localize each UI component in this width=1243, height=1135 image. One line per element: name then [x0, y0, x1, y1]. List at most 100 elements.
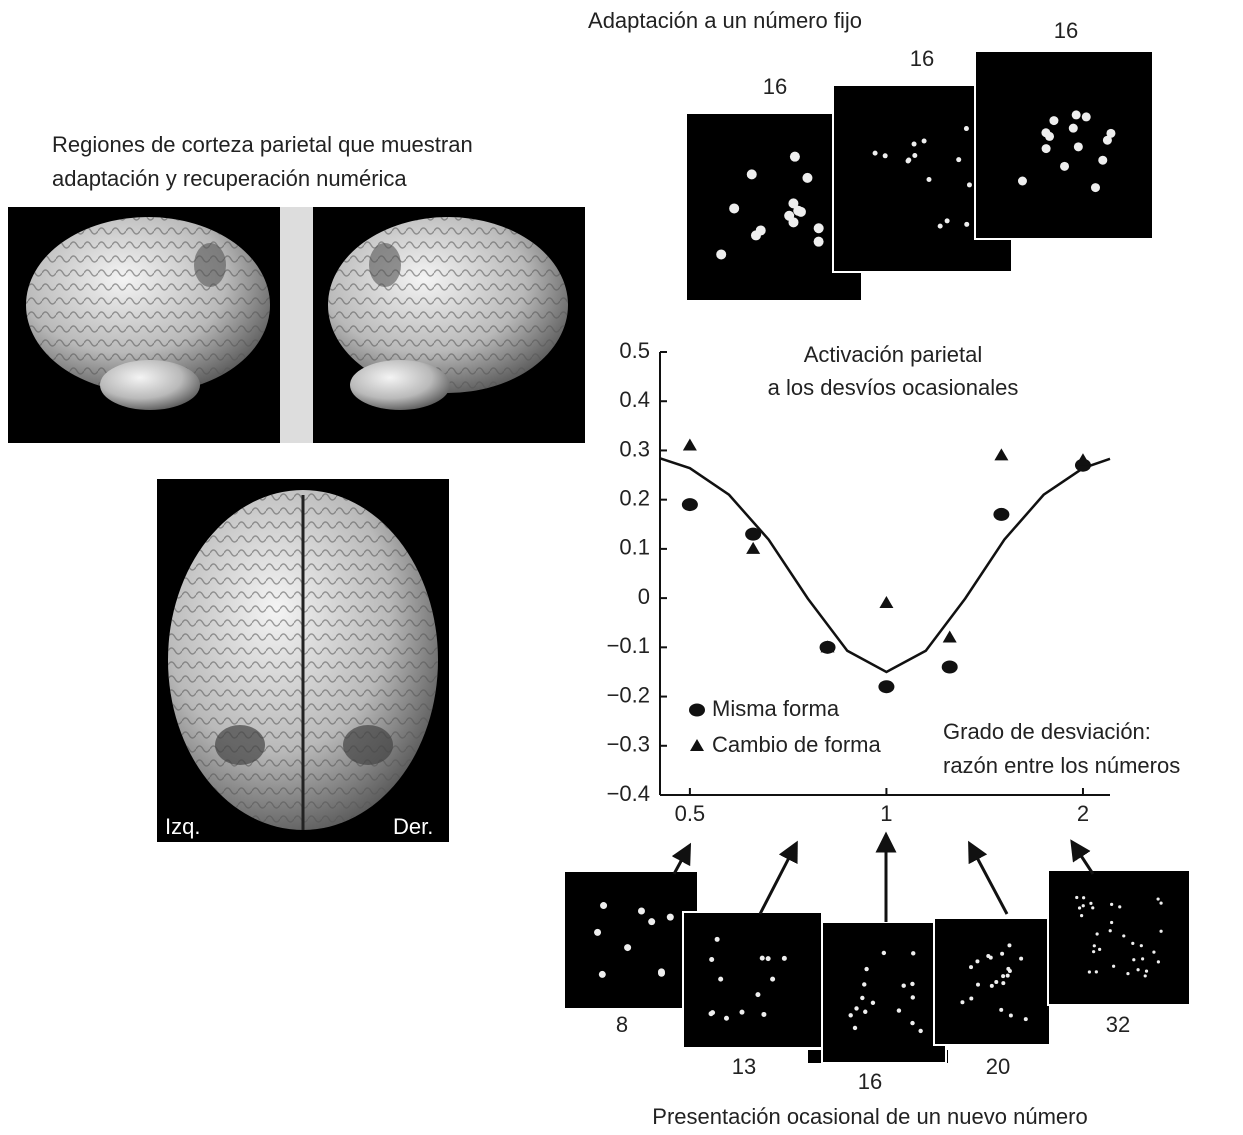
dot — [1019, 956, 1024, 961]
stimulus-box — [1047, 869, 1191, 1006]
brain-title: Regiones de corteza parietal que muestra… — [52, 132, 473, 157]
triangle-point — [746, 541, 761, 554]
dot — [1000, 951, 1005, 956]
dot — [1110, 902, 1114, 906]
dot — [864, 966, 869, 972]
dot — [789, 151, 800, 162]
stimulus-number: 16 — [1054, 18, 1078, 43]
dot — [881, 950, 887, 956]
dot — [1141, 957, 1145, 961]
dot — [966, 182, 972, 188]
dot — [723, 1015, 729, 1021]
dot — [1159, 901, 1163, 905]
dot — [994, 980, 999, 985]
dot — [1159, 929, 1163, 933]
dot — [813, 236, 824, 247]
dot — [1041, 128, 1051, 138]
dot — [788, 198, 799, 209]
dot — [975, 982, 980, 987]
dot — [1081, 904, 1085, 908]
stimulus-box — [974, 50, 1154, 240]
stimulus-number: 16 — [910, 46, 934, 71]
dot — [1091, 906, 1095, 910]
dot — [1118, 905, 1122, 909]
dot — [1126, 972, 1130, 976]
dot — [1094, 970, 1098, 974]
dot — [926, 176, 932, 182]
dot — [1080, 914, 1084, 918]
adaptation-stimuli — [685, 50, 1154, 302]
y-tick-label: −0.3 — [607, 732, 650, 757]
dot — [755, 992, 761, 998]
dot — [910, 995, 915, 1000]
dot — [1092, 944, 1096, 948]
triangle-point — [879, 596, 894, 609]
dot — [759, 955, 765, 961]
legend-label: Misma forma — [712, 696, 840, 721]
circle-point — [745, 527, 762, 541]
dot — [1089, 901, 1093, 905]
dot — [1090, 183, 1100, 193]
brain-top — [168, 490, 438, 830]
dot — [1144, 969, 1149, 973]
triangle-point — [682, 438, 697, 451]
dot — [1041, 144, 1051, 154]
dot — [854, 1006, 859, 1011]
stimulus-box — [821, 921, 947, 1064]
y-tick-label: −0.1 — [607, 633, 650, 658]
stimulus-number: 16 — [763, 74, 787, 99]
dot — [637, 907, 645, 915]
dot — [1131, 941, 1135, 945]
dot — [594, 928, 602, 936]
dot — [910, 1020, 915, 1026]
dot — [901, 983, 906, 988]
dot — [716, 249, 727, 260]
dot — [1023, 1017, 1028, 1022]
dot — [986, 954, 991, 959]
dot — [598, 970, 606, 978]
dot — [896, 1008, 902, 1013]
circle-point — [681, 498, 698, 512]
circle-point — [941, 660, 958, 674]
dot — [912, 152, 918, 158]
dot — [1075, 895, 1079, 900]
x-tick-label: 1 — [880, 801, 892, 826]
dot — [860, 995, 865, 1001]
dot — [910, 981, 915, 987]
adaptation-title: Adaptación a un número fijo — [588, 8, 862, 33]
dot — [658, 969, 666, 977]
dot — [1108, 929, 1112, 933]
dot — [765, 956, 771, 962]
dot — [1060, 161, 1070, 171]
dot — [1112, 964, 1116, 968]
dot — [1092, 950, 1096, 954]
dot — [882, 153, 888, 159]
dot — [905, 158, 911, 164]
dot — [964, 221, 970, 227]
dot — [729, 203, 740, 214]
dot — [1087, 970, 1091, 974]
dot — [813, 223, 824, 234]
dot — [999, 1007, 1004, 1012]
arrows — [671, 831, 1095, 922]
dot — [1077, 906, 1082, 910]
legend-label: Cambio de forma — [712, 732, 882, 757]
right-label: Der. — [393, 814, 433, 839]
dot — [666, 913, 674, 921]
dot — [852, 1025, 858, 1031]
dot — [937, 223, 943, 229]
deviant-stimuli — [565, 869, 1191, 1064]
dot — [718, 976, 724, 982]
dot — [918, 1028, 923, 1034]
dot — [746, 169, 757, 180]
dot — [1049, 116, 1059, 126]
dot — [795, 206, 806, 217]
stimulus-number: 16 — [858, 1069, 882, 1094]
dot — [802, 172, 813, 183]
dot — [1122, 934, 1126, 938]
separator — [280, 207, 313, 443]
stimulus-box — [682, 911, 823, 1049]
dot — [1081, 112, 1091, 122]
dot — [1106, 128, 1116, 138]
